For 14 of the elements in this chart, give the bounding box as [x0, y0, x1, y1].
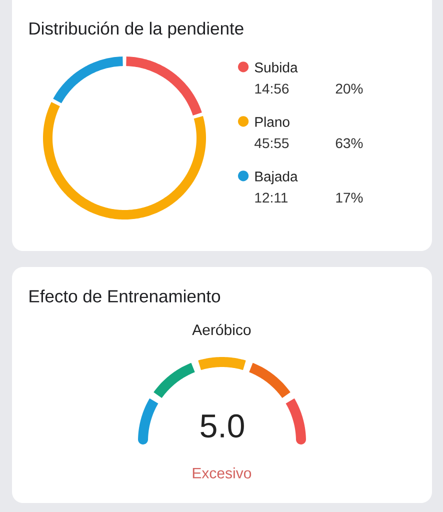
text: 14:56 — [255, 84, 289, 94]
text: 63% — [336, 138, 363, 148]
text: 45:55 — [254, 138, 289, 148]
legend-label: Subida — [254, 62, 298, 72]
text: 17% — [336, 192, 363, 203]
chart-title: Distribución de la pendiente — [30, 22, 244, 38]
chart-title: Efecto de Entrenamiento — [30, 290, 220, 302]
text: 12:11 — [255, 192, 288, 203]
text: 20% — [336, 84, 363, 94]
text: Excesivo — [192, 467, 252, 478]
text: 5.0 — [200, 414, 244, 438]
legend-label: Bajada — [255, 171, 298, 184]
chart-subtitle: Aeróbico — [192, 324, 251, 336]
legend-label: Plano — [255, 116, 290, 127]
